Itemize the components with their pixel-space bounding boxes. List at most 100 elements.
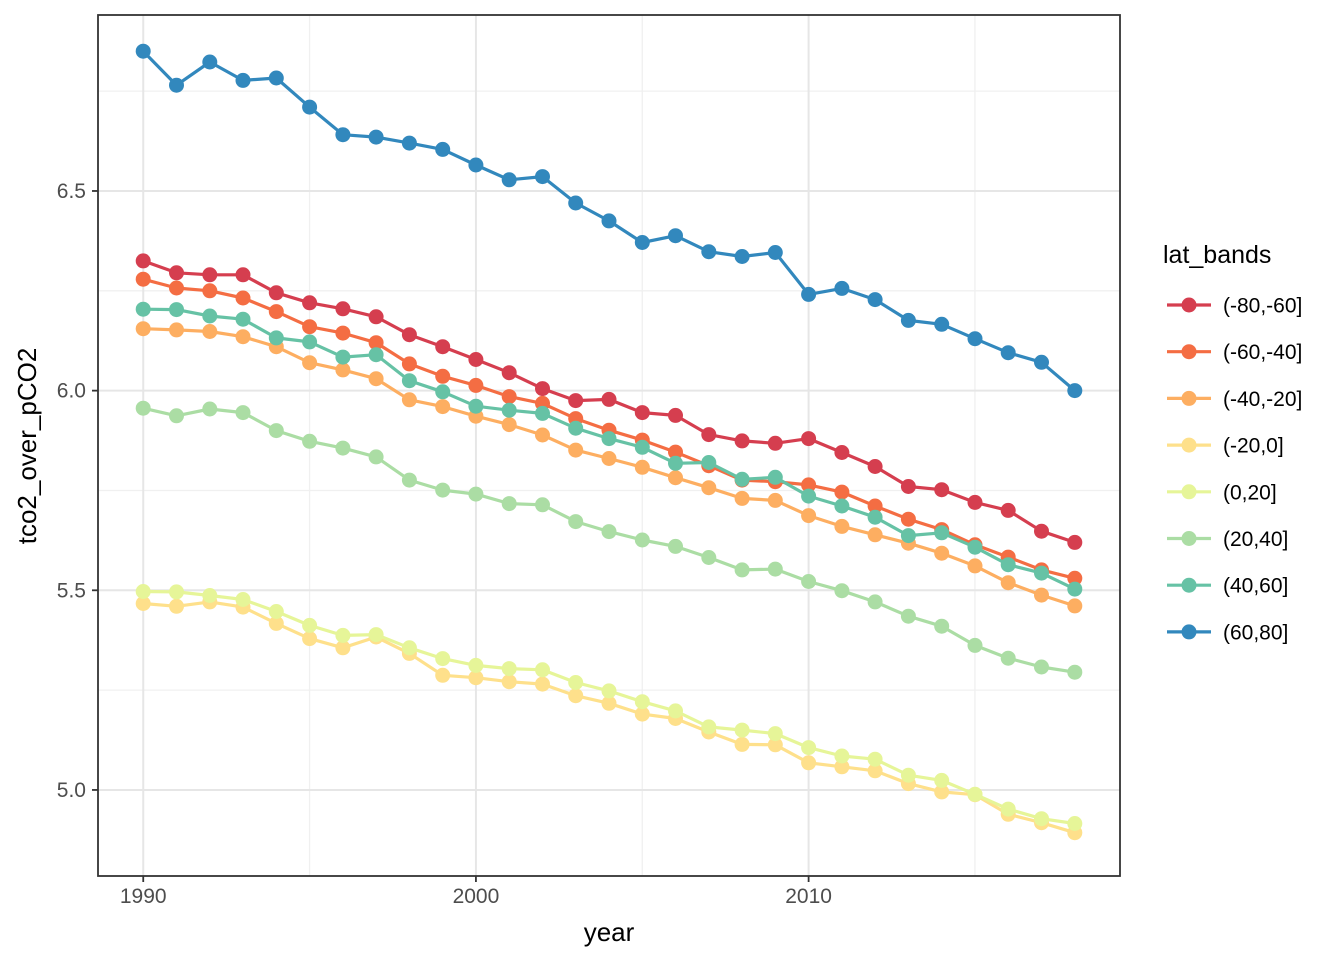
data-point [1000,557,1016,573]
data-point [202,308,218,324]
data-point [834,518,850,534]
data-point [801,508,817,524]
data-point [335,301,351,317]
data-point [535,405,550,421]
data-point [435,399,451,415]
data-point [1000,575,1016,591]
data-point [601,451,617,466]
data-point [535,381,550,397]
legend-item: (-40,-20] [1167,388,1302,411]
panel-border-rect [97,14,1121,877]
legend-label: (-60,-40] [1223,341,1302,364]
data-point [767,435,783,451]
data-point [601,213,617,229]
data-point [668,538,683,554]
data-point [501,661,517,677]
data-point [934,482,950,498]
y-tick-label: 5.0 [57,779,86,802]
data-point [801,431,817,447]
axis-ticks [92,190,810,882]
data-point [335,349,351,365]
legend-key-point [1181,344,1197,360]
data-point [135,596,151,611]
data-point [302,433,318,449]
data-point [302,319,318,335]
data-point [601,391,617,407]
data-point [701,480,717,496]
data-point [1034,811,1049,827]
data-point [1034,565,1049,581]
legend-key-point [1181,531,1197,546]
legend-key-point [1181,577,1197,593]
data-point [268,304,284,320]
data-point [435,368,451,384]
data-point [468,377,484,393]
data-point [202,401,218,417]
axis-tick-labels: 1990 2000 2010 5.0 5.5 6.0 6.5 [57,180,832,908]
data-point [1067,816,1083,831]
data-point [834,759,850,775]
data-point [501,496,517,512]
data-point [1000,801,1016,817]
data-point [468,157,484,173]
data-point [501,389,517,405]
data-point [900,767,916,783]
data-point [568,420,584,436]
data-point [401,356,417,372]
data-point [335,127,351,143]
data-point [169,77,184,93]
data-point [967,494,983,510]
data-point [1000,345,1016,361]
data-point [767,245,783,260]
data-point [1067,581,1083,597]
data-point [634,459,650,475]
data-point [1034,523,1049,539]
data-point [501,172,517,188]
data-point [634,532,650,548]
data-point [401,472,417,488]
data-point [601,431,617,447]
data-point [934,772,950,788]
data-point [900,312,916,328]
data-point [501,365,517,381]
data-point [867,527,883,543]
data-point [268,615,284,631]
data-point [701,427,717,443]
data-point [235,290,251,306]
legend-label: (60,80] [1223,621,1288,644]
data-point [202,324,218,339]
data-point [335,325,351,341]
data-point [1067,664,1083,680]
data-point [135,321,151,337]
data-point [568,688,584,704]
data-point [767,469,783,485]
data-point [235,592,251,607]
data-point [1067,534,1083,550]
series-group [135,43,1083,841]
data-point [767,492,783,508]
data-point [468,657,484,673]
legend-entries: (-80,-60] (-60,-40] (-40,-20] (-20,0] (0,20]… [1167,295,1302,644]
data-point [834,498,850,514]
data-point [934,525,950,541]
data-point [867,751,883,767]
data-point [668,444,683,460]
data-point [801,740,817,756]
data-point [668,228,683,244]
data-point [302,334,318,350]
data-point [767,561,783,577]
data-point [867,498,883,514]
data-point [401,392,417,408]
data-point [934,545,950,561]
data-point [568,514,584,530]
data-point [535,427,550,443]
data-point [900,608,916,624]
data-point [368,449,384,465]
data-point [268,70,284,86]
data-point [867,292,883,308]
data-point [335,627,351,643]
data-point [468,352,484,367]
data-point [1067,383,1083,399]
